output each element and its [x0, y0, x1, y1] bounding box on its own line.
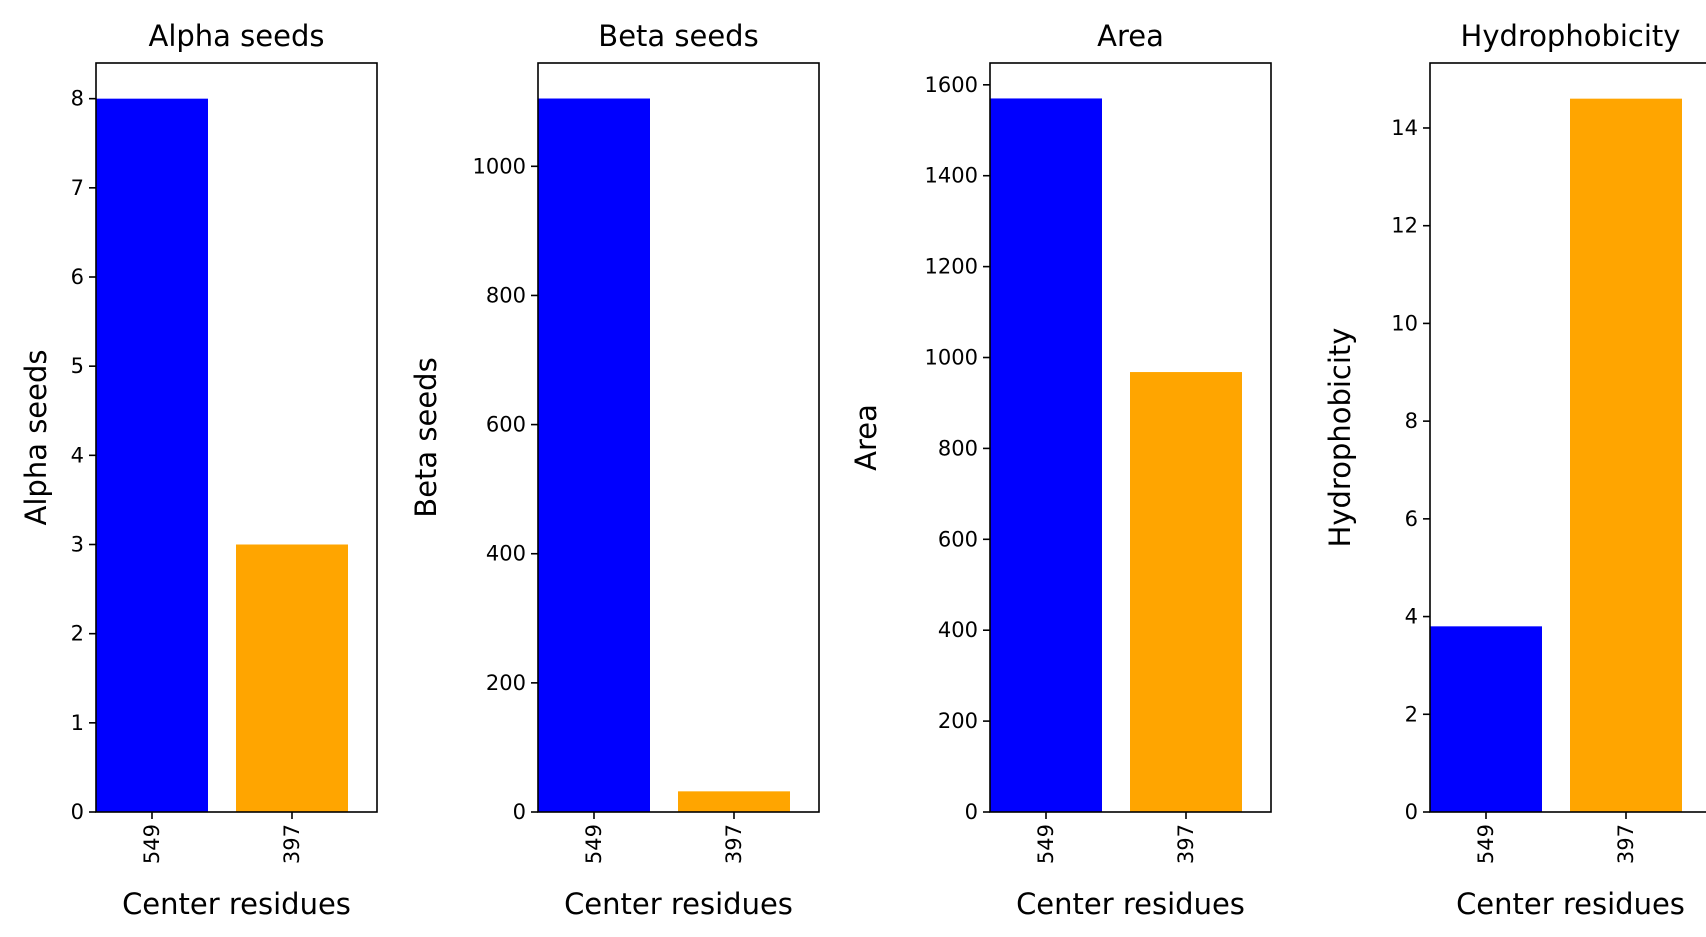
y-tick-label: 800 [938, 436, 978, 460]
y-tick-label: 4 [71, 443, 84, 467]
y-tick-label: 6 [1405, 507, 1418, 531]
x-tick-label: 549 [140, 824, 164, 864]
plot-frame [989, 62, 1272, 813]
x-tick-label: 397 [1614, 824, 1638, 864]
y-tick-label: 1600 [925, 73, 978, 97]
x-axis-label: Center residues [1016, 887, 1245, 921]
y-tick-label: 200 [486, 671, 526, 695]
y-tick-label: 400 [486, 542, 526, 566]
y-axis-label: Alpha seeds [19, 350, 53, 526]
y-tick-label: 8 [71, 87, 84, 111]
y-tick-label: 800 [486, 283, 526, 307]
plot-frame [95, 62, 378, 813]
chart-title: Beta seeds [598, 19, 758, 53]
bar-549 [990, 98, 1102, 812]
chart-panel: 0 1 2 3 4 5 6 7 8 549 397 Alpha seeds Center residue… [19, 19, 378, 921]
y-tick-label: 0 [71, 800, 84, 824]
bar-549 [1430, 626, 1542, 812]
y-tick-label: 0 [965, 800, 978, 824]
y-tick-label: 6 [71, 265, 84, 289]
x-tick-label: 397 [722, 824, 746, 864]
y-axis-label: Hydrophobicity [1323, 328, 1357, 548]
y-tick-label: 14 [1391, 116, 1418, 140]
bar-549 [538, 98, 650, 812]
x-tick-label: 397 [1174, 824, 1198, 864]
y-tick-label: 1 [71, 711, 84, 735]
y-tick-label: 600 [486, 413, 526, 437]
y-tick-label: 1200 [925, 255, 978, 279]
chart-panel: 0 2 4 6 8 10 12 14 549 397 Hydrophobicity Center re… [1323, 19, 1706, 921]
y-tick-label: 5 [71, 354, 84, 378]
x-axis-label: Center residues [564, 887, 793, 921]
x-tick-label: 549 [1034, 824, 1058, 864]
chart-title: Hydrophobicity [1461, 19, 1681, 53]
chart-panel: 0 200 400 600 800 1000 549 397 Beta seeds Center … [409, 19, 820, 921]
x-tick-label: 549 [1474, 824, 1498, 864]
y-tick-label: 10 [1391, 311, 1418, 335]
chart-panel: 0 200 400 600 800 1000 1200 1400 1600 549 397 Area C… [849, 19, 1272, 921]
y-tick-label: 1400 [925, 164, 978, 188]
y-tick-label: 8 [1405, 409, 1418, 433]
y-tick-label: 400 [938, 618, 978, 642]
plot-frame [537, 62, 820, 813]
y-tick-label: 2 [71, 622, 84, 646]
y-axis-label: Area [849, 404, 883, 471]
bar-397 [1570, 98, 1682, 812]
x-tick-label: 397 [280, 824, 304, 864]
y-tick-label: 3 [71, 533, 84, 557]
y-tick-label: 200 [938, 709, 978, 733]
bar-397 [236, 544, 348, 812]
y-tick-label: 1000 [473, 154, 526, 178]
y-tick-label: 4 [1405, 605, 1418, 629]
y-tick-label: 2 [1405, 702, 1418, 726]
x-axis-label: Center residues [1456, 887, 1685, 921]
x-tick-label: 549 [582, 824, 606, 864]
chart-title: Alpha seeds [149, 19, 325, 53]
y-tick-label: 1000 [925, 346, 978, 370]
y-tick-label: 0 [513, 800, 526, 824]
y-tick-label: 0 [1405, 800, 1418, 824]
y-tick-label: 600 [938, 527, 978, 551]
plot-frame [1429, 62, 1706, 813]
y-tick-label: 7 [71, 176, 84, 200]
bar-397 [1130, 372, 1242, 812]
y-axis-label: Beta seeds [409, 357, 443, 517]
bar-397 [678, 791, 790, 812]
y-tick-label: 12 [1391, 214, 1418, 238]
bar-549 [96, 98, 208, 812]
chart-title: Area [1097, 19, 1164, 53]
x-axis-label: Center residues [122, 887, 351, 921]
